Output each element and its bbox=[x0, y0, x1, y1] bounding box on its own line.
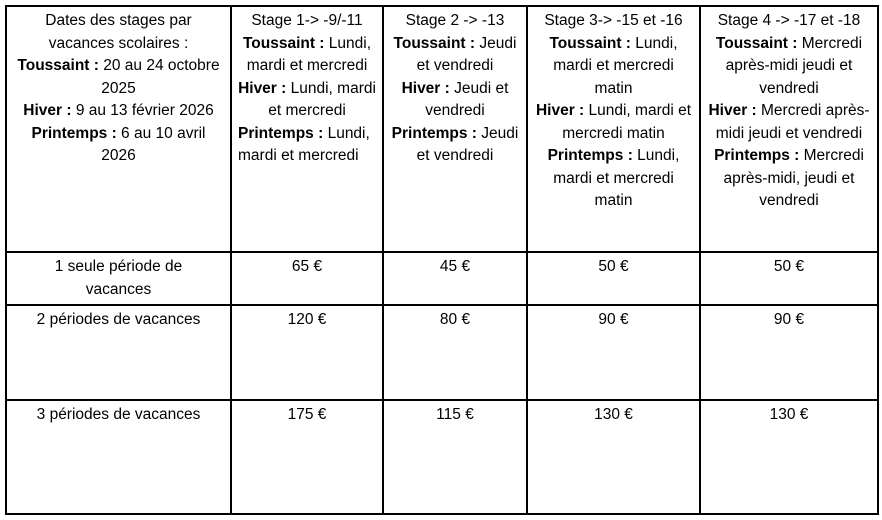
entry-text: Lundi, mardi et mercredi bbox=[238, 124, 370, 165]
stage-pricing-table: Dates des stages par vacances scolaires … bbox=[5, 5, 879, 515]
entry-text: 6 au 10 avril 2026 bbox=[101, 124, 206, 165]
entry-label: Toussaint : bbox=[549, 34, 631, 52]
entry-text: Jeudi et vendredi bbox=[416, 124, 519, 165]
price-cell: 90 € bbox=[526, 304, 701, 401]
entry-text: Mercredi après-midi jeudi et vendredi bbox=[725, 34, 863, 97]
table-row-three-periods: 3 périodes de vacances 175 € 115 € 130 €… bbox=[5, 399, 879, 515]
price-cell: 175 € bbox=[230, 399, 384, 515]
stage-3-title: Stage 3-> -15 et -16 bbox=[544, 12, 683, 29]
price-cell: 130 € bbox=[699, 399, 879, 515]
dates-entry-hiver: Hiver : 9 au 13 février 2026 bbox=[13, 100, 224, 123]
stage-1-title: Stage 1-> -9/-11 bbox=[251, 12, 363, 29]
stage-1-printemps: Printemps : Lundi, mardi et mercredi bbox=[238, 123, 376, 168]
entry-label: Hiver : bbox=[238, 79, 287, 97]
stage-1-hiver: Hiver : Lundi, mardi et mercredi bbox=[238, 78, 376, 123]
price-cell: 115 € bbox=[382, 399, 528, 515]
stage-1-toussaint: Toussaint : Lundi, mardi et mercredi bbox=[238, 33, 376, 78]
price-cell: 80 € bbox=[382, 304, 528, 401]
entry-label: Printemps : bbox=[31, 124, 117, 142]
price-cell: 130 € bbox=[526, 399, 701, 515]
row-label: 2 périodes de vacances bbox=[5, 304, 232, 401]
row-label: 1 seule période de vacances bbox=[5, 251, 232, 306]
entry-label: Hiver : bbox=[708, 102, 757, 119]
header-cell-stage-1: Stage 1-> -9/-11 Toussaint : Lundi, mard… bbox=[230, 5, 384, 253]
price-cell: 50 € bbox=[699, 251, 879, 306]
entry-text: Jeudi et vendredi bbox=[425, 79, 509, 120]
entry-label: Printemps : bbox=[238, 124, 324, 142]
row-label: 3 périodes de vacances bbox=[5, 399, 232, 515]
stage-3-hiver: Hiver : Lundi, mardi et mercredi matin bbox=[534, 100, 693, 145]
header-cell-dates: Dates des stages par vacances scolaires … bbox=[5, 5, 232, 253]
stage-2-title: Stage 2 -> -13 bbox=[405, 12, 505, 29]
stage-2-hiver: Hiver : Jeudi et vendredi bbox=[390, 78, 520, 123]
price-cell: 50 € bbox=[526, 251, 701, 306]
entry-label: Printemps : bbox=[714, 147, 800, 164]
entry-label: Hiver : bbox=[535, 102, 585, 119]
dates-intro: Dates des stages par vacances scolaires … bbox=[45, 12, 192, 52]
stage-4-title: Stage 4 -> -17 et -18 bbox=[717, 12, 861, 29]
dates-entry-toussaint: Toussaint : 20 au 24 octobre 2025 bbox=[13, 55, 224, 100]
entry-text: 9 au 13 février 2026 bbox=[71, 102, 214, 119]
table-row-two-periods: 2 périodes de vacances 120 € 80 € 90 € 9… bbox=[5, 304, 879, 401]
entry-label: Hiver : bbox=[401, 79, 450, 97]
header-row: Dates des stages par vacances scolaires … bbox=[5, 5, 879, 253]
price-cell: 90 € bbox=[699, 304, 879, 401]
entry-text: Jeudi et vendredi bbox=[416, 34, 517, 75]
stage-4-printemps: Printemps : Mercredi après-midi, jeudi e… bbox=[707, 145, 871, 213]
entry-text: Lundi, mardi et mercredi matin bbox=[553, 147, 680, 209]
entry-text: Lundi, mardi et mercredi bbox=[246, 34, 372, 75]
entry-label: Printemps : bbox=[391, 124, 477, 142]
dates-entry-printemps: Printemps : 6 au 10 avril 2026 bbox=[13, 123, 224, 168]
header-cell-stage-2: Stage 2 -> -13 Toussaint : Jeudi et vend… bbox=[382, 5, 528, 253]
price-cell: 120 € bbox=[230, 304, 384, 401]
stage-3-printemps: Printemps : Lundi, mardi et mercredi mat… bbox=[534, 145, 693, 213]
entry-label: Hiver : bbox=[23, 102, 72, 119]
header-cell-stage-4: Stage 4 -> -17 et -18 Toussaint : Mercre… bbox=[699, 5, 879, 253]
entry-text: Lundi, mardi et mercredi bbox=[268, 79, 376, 120]
entry-label: Printemps : bbox=[547, 147, 633, 164]
entry-text: 20 au 24 octobre 2025 bbox=[98, 57, 220, 97]
entry-text: Mercredi après-midi jeudi et vendredi bbox=[715, 102, 870, 142]
stage-4-hiver: Hiver : Mercredi après-midi jeudi et ven… bbox=[707, 100, 871, 145]
stage-2-printemps: Printemps : Jeudi et vendredi bbox=[390, 123, 520, 168]
entry-label: Toussaint : bbox=[242, 34, 325, 52]
entry-label: Toussaint : bbox=[715, 34, 798, 52]
header-cell-stage-3: Stage 3-> -15 et -16 Toussaint : Lundi, … bbox=[526, 5, 701, 253]
entry-text: Mercredi après-midi, jeudi et vendredi bbox=[723, 147, 864, 209]
stage-2-toussaint: Toussaint : Jeudi et vendredi bbox=[390, 33, 520, 78]
entry-text: Lundi, mardi et mercredi matin bbox=[553, 34, 678, 97]
price-cell: 65 € bbox=[230, 251, 384, 306]
stage-4-toussaint: Toussaint : Mercredi après-midi jeudi et… bbox=[707, 33, 871, 101]
entry-label: Toussaint : bbox=[393, 34, 476, 52]
table-row-one-period: 1 seule période de vacances 65 € 45 € 50… bbox=[5, 251, 879, 306]
entry-label: Toussaint : bbox=[17, 57, 99, 74]
stage-3-toussaint: Toussaint : Lundi, mardi et mercredi mat… bbox=[534, 33, 693, 101]
price-cell: 45 € bbox=[382, 251, 528, 306]
entry-text: Lundi, mardi et mercredi matin bbox=[562, 102, 692, 142]
